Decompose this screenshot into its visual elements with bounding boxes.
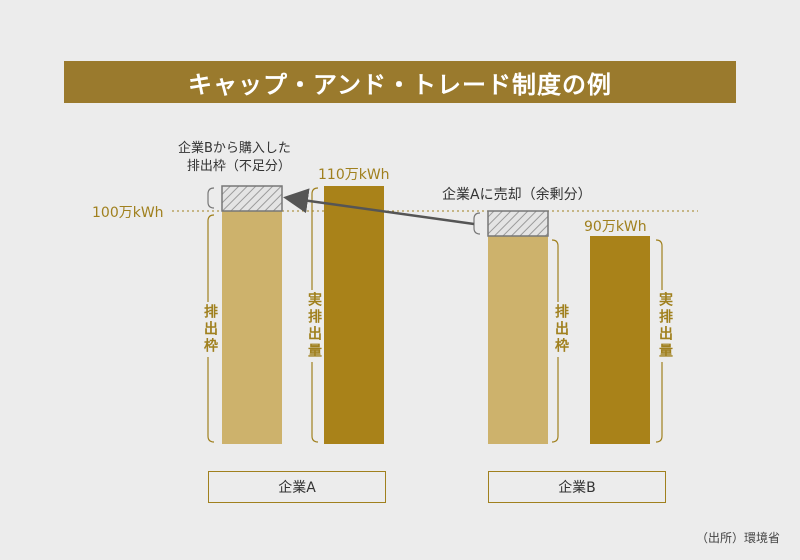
company-a-label-box: 企業A: [208, 471, 386, 503]
company-a-actual-value-label: 110万kWh: [318, 167, 390, 183]
company-b-sold-bracket: [473, 212, 481, 235]
company-a-purchased-segment: [221, 185, 283, 212]
company-b-sold-label: 企業Aに売却（余剰分）: [442, 187, 592, 203]
company-a-actual-label: 実排出量: [304, 290, 324, 362]
company-b-label-box: 企業B: [488, 471, 666, 503]
company-b-actual-value-label: 90万kWh: [584, 219, 647, 235]
company-a-purchased-bracket: [207, 187, 215, 209]
diagram-title: キャップ・アンド・トレード制度の例: [64, 61, 736, 103]
company-b-actual-label: 実排出量: [655, 290, 675, 362]
company-b-cap-label: 排出枠: [551, 302, 571, 357]
source-note: （出所）環境省: [695, 531, 780, 545]
company-a-actual-bar: [324, 186, 384, 444]
company-a-cap-bar: [222, 211, 282, 444]
company-a-purchased-label: 企業Bから購入した 排出枠（不足分）: [178, 141, 291, 174]
company-a-cap-label: 排出枠: [200, 302, 220, 357]
company-b-actual-bar: [590, 236, 650, 444]
transfer-arrow: [283, 188, 475, 226]
company-b-cap-bar: [488, 211, 548, 444]
company-b-sold-segment: [487, 210, 549, 237]
reference-label: 100万kWh: [92, 205, 164, 221]
